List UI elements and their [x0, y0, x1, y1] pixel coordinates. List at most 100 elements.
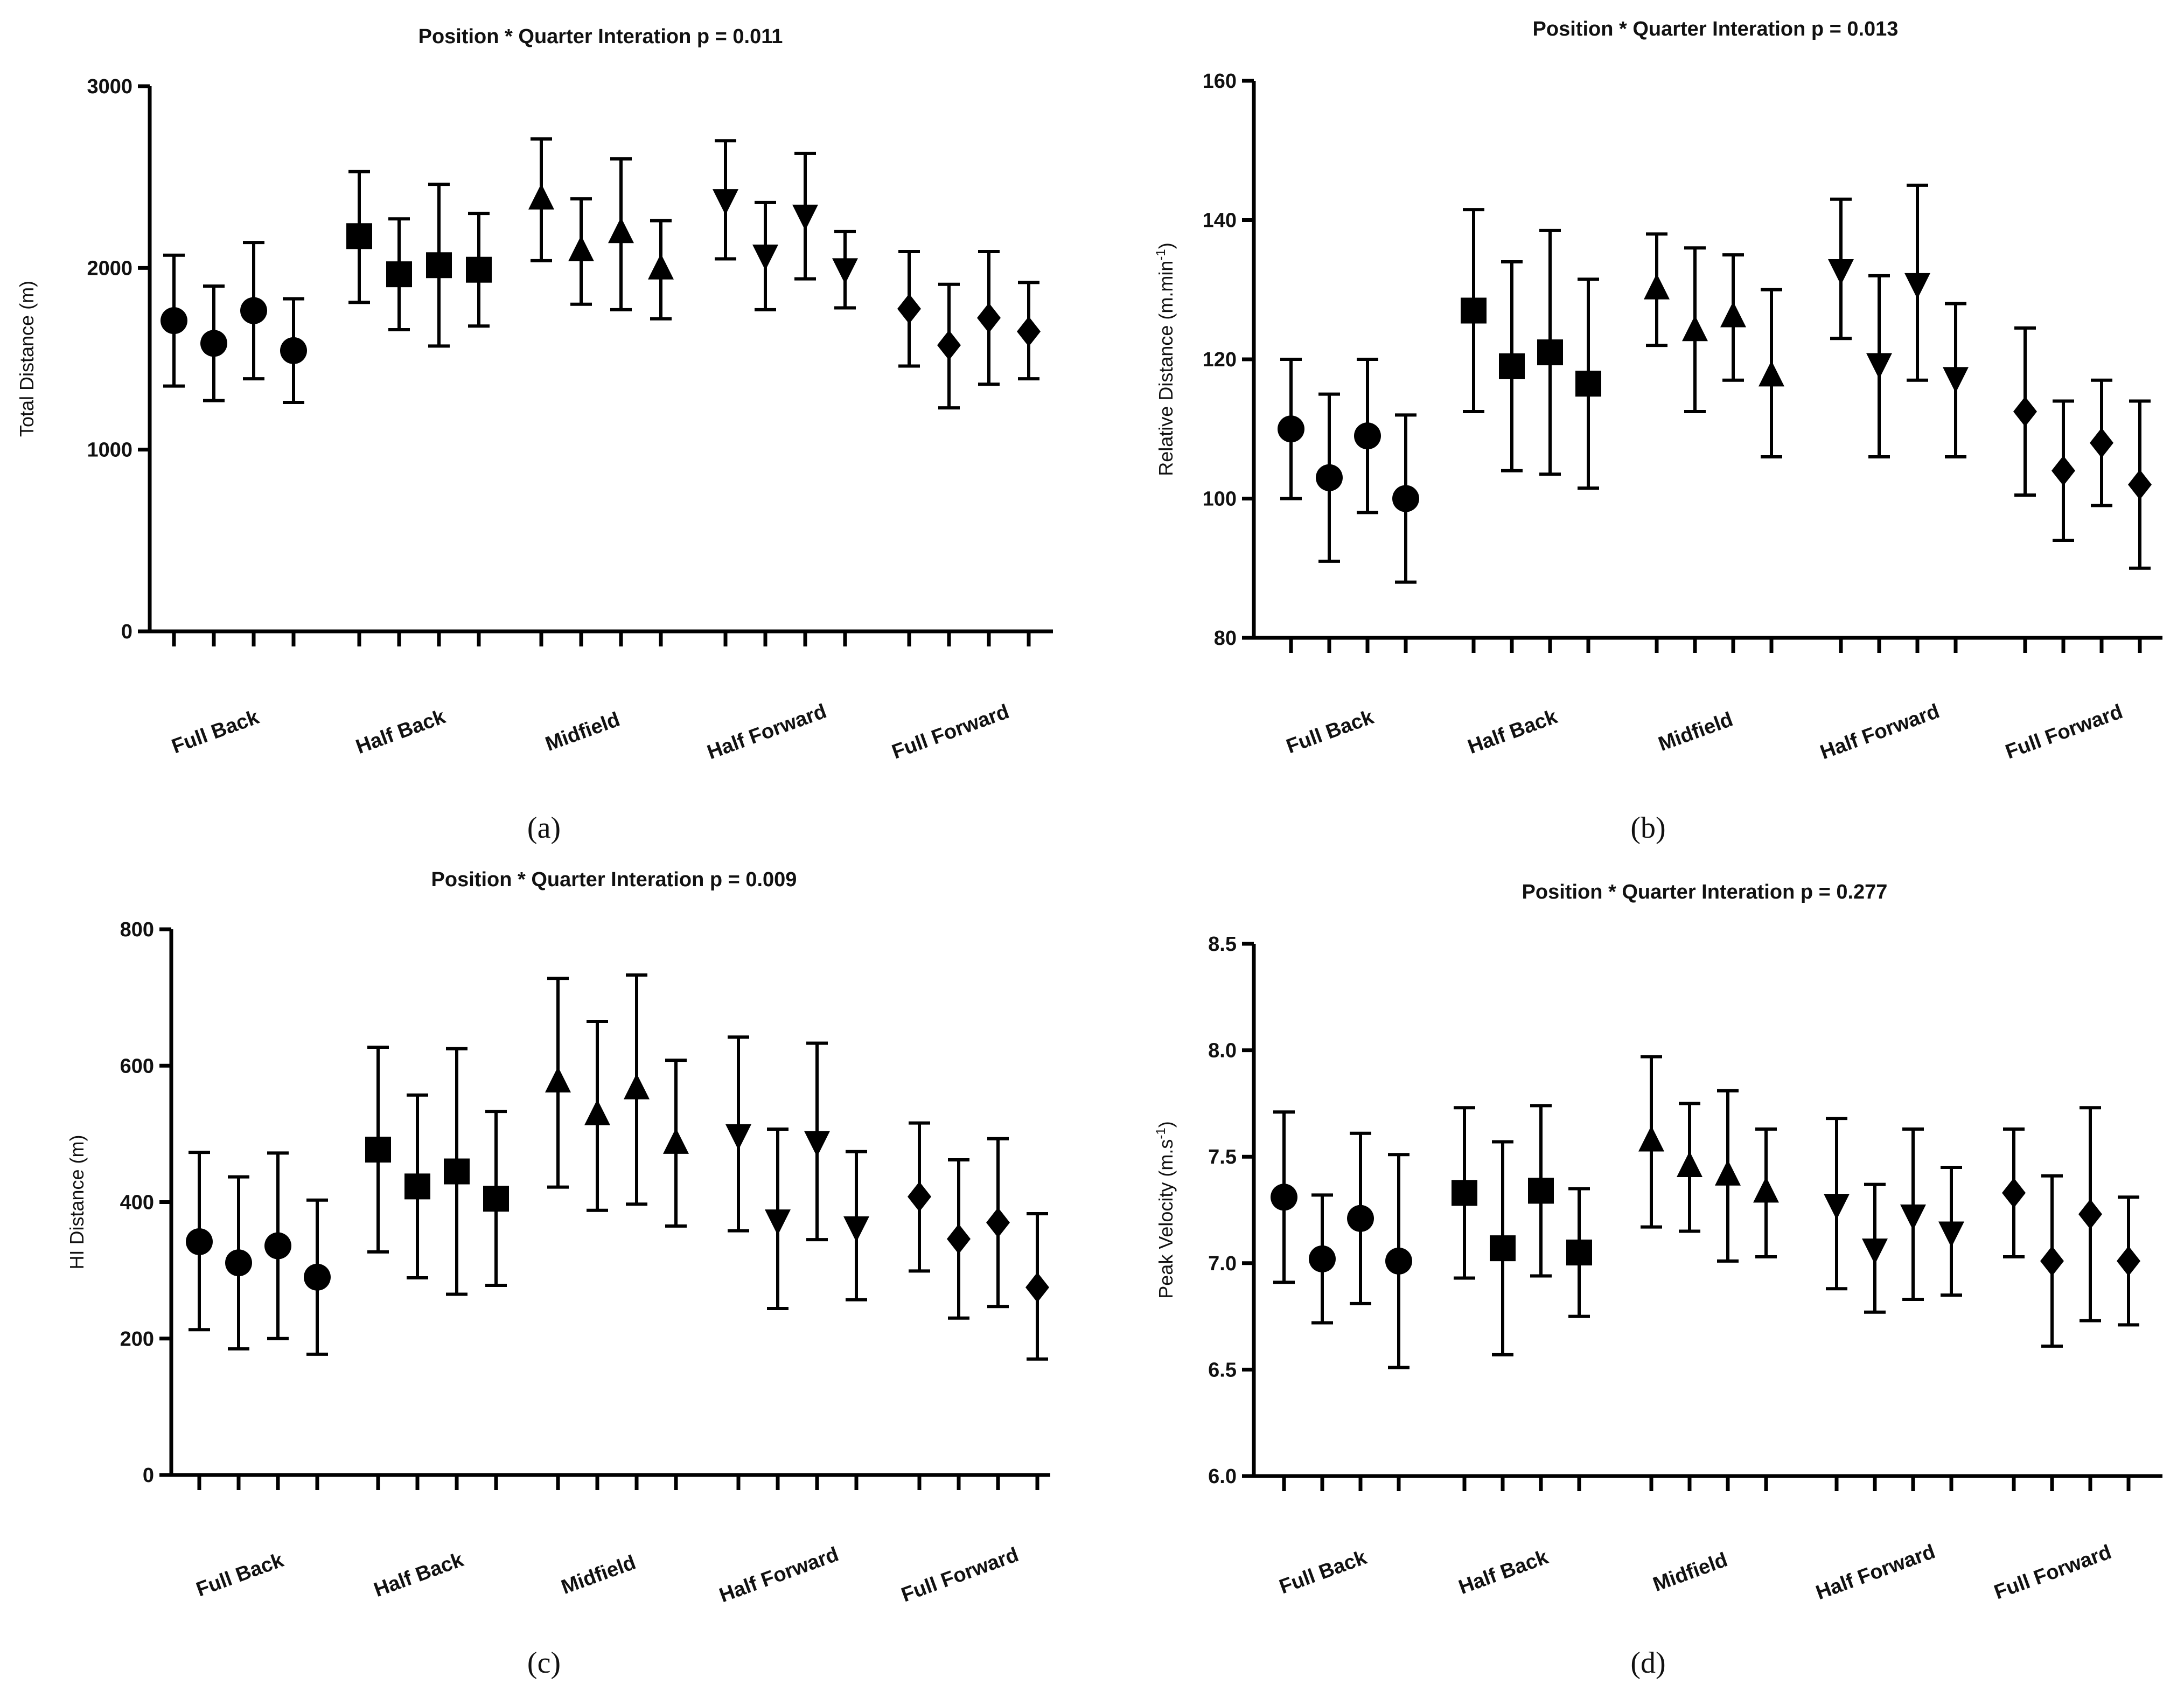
y-tick-label: 0 [143, 1464, 154, 1487]
data-point-diamond [977, 303, 1001, 333]
data-point-circle [1316, 464, 1343, 491]
data-point-triangle-up [1644, 273, 1670, 300]
data-point-circle [200, 330, 227, 357]
data-point-square [1528, 1178, 1554, 1204]
data-point-square [386, 261, 412, 288]
panel-label: (c) [527, 1646, 561, 1680]
data-point-square [346, 223, 372, 249]
data-point-diamond [2040, 1245, 2064, 1276]
data-point-diamond [908, 1181, 931, 1212]
y-axis-label-text: Relative Distance (m.min [1155, 261, 1177, 476]
chart-title: Position * Quarter Interation p = 0.277 [1522, 881, 1888, 903]
data-point-circle [264, 1232, 291, 1259]
y-axis-label: HI Distance (m) [66, 1135, 88, 1269]
y-tick-label: 800 [120, 918, 154, 941]
data-point-triangle-down [843, 1216, 869, 1242]
data-point-square [1537, 339, 1563, 366]
data-point-circle [1309, 1245, 1336, 1272]
y-tick-label: 8.0 [1208, 1040, 1237, 1062]
data-point-circle [1385, 1247, 1412, 1275]
data-point-circle [1392, 485, 1419, 512]
y-tick-label: 160 [1203, 70, 1237, 93]
data-point-triangle-down [1900, 1204, 1926, 1230]
data-point-diamond [947, 1223, 971, 1254]
data-point-circle [304, 1263, 331, 1291]
chart-title: Position * Quarter Interation p = 0.011 [418, 25, 783, 48]
y-tick-label: 7.5 [1208, 1146, 1237, 1168]
data-point-square [426, 252, 452, 279]
data-point-square [483, 1186, 509, 1212]
y-axis-label: Relative Distance (m.min-1) [1154, 242, 1177, 476]
data-point-circle [186, 1228, 213, 1255]
data-point-triangle-down [792, 204, 818, 231]
data-point-triangle-up [648, 253, 674, 280]
y-tick-label: 8.5 [1208, 933, 1237, 956]
panel-label: (a) [527, 811, 561, 845]
data-point-circle [161, 307, 187, 335]
data-point-diamond [937, 330, 961, 360]
y-axis-label: Peak Velocity (m.s-1) [1154, 1121, 1177, 1298]
data-point-triangle-up [545, 1066, 571, 1092]
data-point-diamond [2002, 1178, 2026, 1208]
data-point-diamond [2128, 469, 2152, 500]
data-point-square [1566, 1240, 1592, 1266]
y-tick-label: 400 [120, 1192, 154, 1214]
data-point-square [1575, 371, 1601, 397]
y-axis-label-text: HI Distance (m) [66, 1135, 88, 1269]
data-point-diamond [897, 294, 921, 324]
data-point-triangle-down [1904, 273, 1930, 299]
data-point-triangle-up [1677, 1151, 1702, 1177]
data-point-triangle-down [713, 189, 738, 215]
data-point-triangle-down [832, 258, 858, 284]
data-point-triangle-up [528, 183, 554, 210]
y-axis-label-text: Peak Velocity (m.s [1155, 1139, 1177, 1299]
y-tick-label: 7.0 [1208, 1252, 1237, 1275]
data-point-diamond [1017, 316, 1041, 347]
data-point-triangle-down [765, 1209, 791, 1236]
data-point-triangle-down [1828, 259, 1854, 285]
data-point-square [1499, 353, 1525, 379]
data-point-circle [240, 297, 267, 324]
chart-title: Position * Quarter Interation p = 0.013 [1533, 18, 1899, 40]
y-tick-label: 3000 [87, 75, 132, 98]
data-point-square [365, 1136, 391, 1163]
y-tick-label: 6.5 [1208, 1359, 1237, 1381]
y-tick-label: 6.0 [1208, 1465, 1237, 1488]
data-point-square [444, 1158, 470, 1185]
data-point-triangle-down [1938, 1221, 1964, 1248]
data-point-square [1490, 1235, 1516, 1262]
y-axis-label-close: ) [1155, 242, 1177, 249]
data-point-triangle-down [1824, 1194, 1850, 1220]
data-point-triangle-up [1682, 315, 1708, 342]
data-point-diamond [2090, 428, 2113, 458]
y-tick-label: 0 [121, 621, 132, 643]
data-point-triangle-down [1862, 1238, 1888, 1265]
y-tick-label: 200 [120, 1328, 154, 1351]
data-point-diamond [2013, 396, 2037, 427]
data-point-triangle-up [1715, 1159, 1741, 1186]
data-point-triangle-up [1638, 1125, 1664, 1152]
data-point-circle [1354, 422, 1381, 450]
y-tick-label: 120 [1203, 349, 1237, 371]
data-point-triangle-down [804, 1131, 830, 1157]
data-point-triangle-up [1759, 360, 1784, 387]
y-axis-label-superscript: -1 [1154, 249, 1168, 260]
y-tick-label: 2000 [87, 257, 132, 280]
data-point-triangle-up [624, 1073, 650, 1100]
data-point-triangle-up [663, 1128, 689, 1154]
y-tick-label: 140 [1203, 210, 1237, 232]
data-point-triangle-down [752, 245, 778, 271]
y-axis-label: Total Distance (m) [16, 281, 38, 437]
data-point-diamond [2117, 1245, 2140, 1276]
panel-label: (d) [1630, 1646, 1665, 1680]
data-point-triangle-up [584, 1099, 610, 1125]
chart-title: Position * Quarter Interation p = 0.009 [431, 868, 797, 891]
data-point-diamond [2078, 1199, 2102, 1229]
data-point-triangle-up [608, 217, 634, 243]
data-point-square [1452, 1180, 1477, 1206]
y-axis-label-close: ) [1155, 1121, 1177, 1128]
y-axis-label-superscript: -1 [1154, 1128, 1168, 1139]
data-point-square [466, 256, 492, 283]
data-point-triangle-down [725, 1124, 751, 1150]
